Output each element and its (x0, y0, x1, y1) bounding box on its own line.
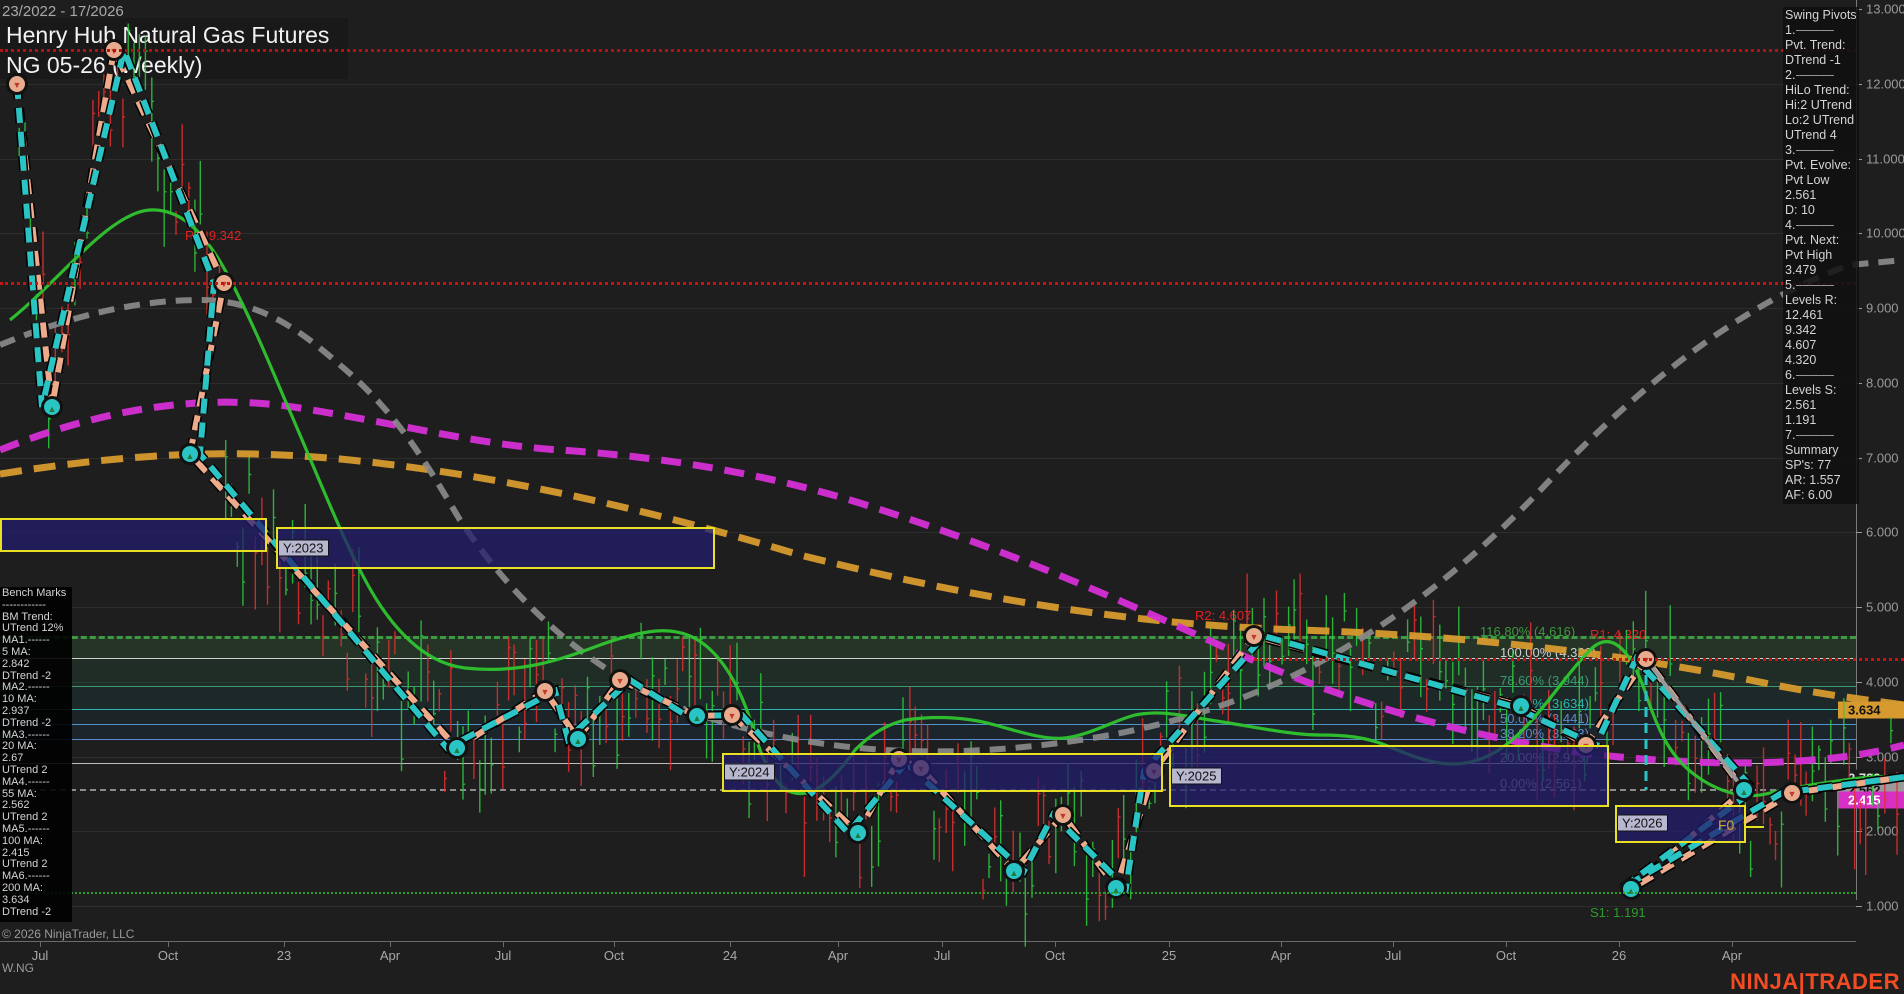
svg-text:▲: ▲ (854, 830, 863, 840)
svg-text:▲: ▲ (1010, 868, 1019, 878)
svg-text:▼: ▼ (1059, 811, 1068, 821)
svg-text:▼: ▼ (616, 676, 625, 686)
svg-text:▲: ▲ (453, 745, 462, 755)
svg-text:▲: ▲ (1740, 787, 1749, 797)
svg-text:▼: ▼ (13, 80, 22, 90)
svg-text:▼: ▼ (541, 687, 550, 697)
svg-text:▲: ▲ (693, 713, 702, 723)
svg-text:▲: ▲ (574, 736, 583, 746)
svg-text:▲: ▲ (186, 451, 195, 461)
svg-text:▼: ▼ (728, 711, 737, 721)
svg-text:▲: ▲ (1517, 703, 1526, 713)
svg-text:▼: ▼ (1250, 632, 1259, 642)
svg-text:▲: ▲ (48, 404, 57, 414)
svg-text:▼: ▼ (1788, 789, 1797, 799)
